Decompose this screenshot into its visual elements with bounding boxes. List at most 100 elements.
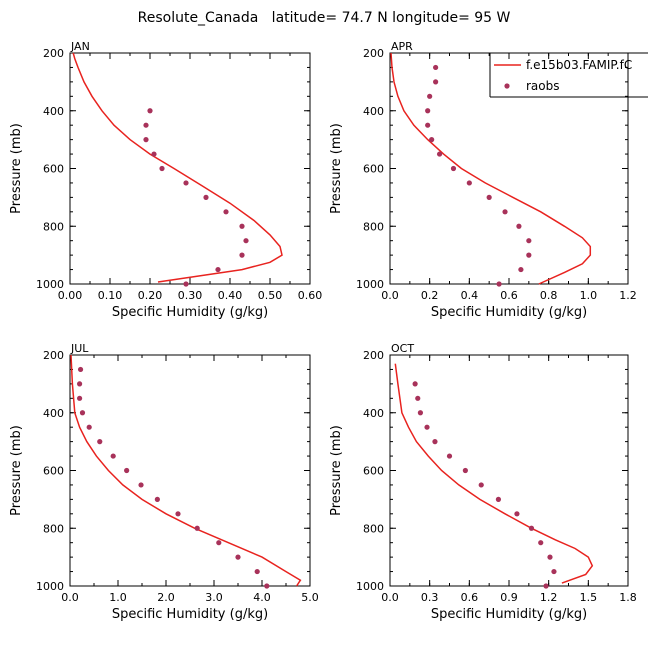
- x-tick-label: 0.8: [540, 289, 558, 302]
- raob-point: [77, 381, 83, 387]
- raob-point: [79, 410, 86, 416]
- plot-frame: [389, 354, 629, 587]
- y-tick-label: 600: [43, 465, 64, 478]
- raob-point: [138, 482, 144, 488]
- raob-point: [194, 525, 200, 531]
- x-tick-label: 0.40: [218, 289, 243, 302]
- x-tick-label: 0.2: [421, 289, 439, 302]
- y-tick-label: 1000: [36, 580, 64, 593]
- raob-point: [518, 266, 524, 273]
- raob-point: [466, 180, 472, 186]
- raob-point: [543, 583, 549, 589]
- panels: 0.00 0.10 0.20 0.30 0.40 0.50 0.60 200 400 600 800…: [9, 40, 637, 622]
- raob-point: [427, 93, 433, 99]
- raob-point: [425, 108, 431, 114]
- raob-point: [143, 137, 149, 143]
- raob-point: [526, 238, 532, 244]
- raob-point: [215, 266, 221, 273]
- model-line: [394, 363, 594, 584]
- raob-point: [478, 482, 484, 488]
- y-tick-label: 200: [363, 47, 384, 60]
- panel-jan: 0.00 0.10 0.20 0.30 0.40 0.50 0.60 200 400 600 800…: [9, 40, 322, 320]
- x-axis-title: Specific Humidity (g/kg): [112, 305, 268, 320]
- x-tick-label: 0.20: [138, 289, 163, 302]
- raob-point: [154, 496, 160, 502]
- x-tick-label: 0.50: [258, 289, 283, 302]
- raob-point: [450, 165, 457, 172]
- x-tick-label: 2.0: [157, 591, 175, 604]
- panel-label: JAN: [70, 40, 90, 53]
- raob-point: [446, 453, 453, 459]
- raob-point: [143, 122, 149, 128]
- y-tick-label: 600: [363, 163, 384, 176]
- legend-obs-label: raobs: [526, 79, 560, 93]
- raob-point: [97, 439, 103, 445]
- y-tick-label: 1000: [36, 278, 64, 291]
- y-axis-title: Pressure (mb): [9, 123, 24, 214]
- raob-point: [159, 165, 165, 172]
- x-tick-label: 0.0: [61, 591, 79, 604]
- raob-point: [415, 395, 421, 401]
- x-tick-label: 0.60: [298, 289, 323, 302]
- raob-point: [412, 381, 418, 387]
- raob-point: [203, 194, 209, 200]
- raob-point: [124, 467, 130, 474]
- x-tick-label: 0.4: [461, 289, 479, 302]
- plot-frame: [69, 354, 311, 587]
- raob-point: [528, 525, 535, 531]
- raob-point: [547, 554, 553, 560]
- raob-point: [239, 252, 245, 258]
- raob-point: [216, 540, 222, 546]
- panel-label: APR: [391, 40, 413, 53]
- x-axis-title: Specific Humidity (g/kg): [431, 607, 587, 622]
- y-tick-label: 400: [43, 407, 64, 420]
- model-line: [390, 52, 592, 285]
- panel-oct: 0.0 0.3 0.6 0.9 1.2 1.5 1.8 200 400 600 800 1000 OCT…: [329, 342, 637, 622]
- raob-point: [239, 223, 245, 229]
- y-tick-label: 600: [43, 163, 64, 176]
- raob-point: [514, 511, 520, 517]
- raob-point: [86, 424, 92, 430]
- raob-point: [183, 281, 189, 287]
- x-tick-label: 1.2: [619, 289, 637, 302]
- y-tick-label: 200: [43, 47, 64, 60]
- raob-point: [526, 252, 532, 258]
- raob-point: [425, 122, 431, 128]
- raob-point: [432, 439, 438, 445]
- x-tick-label: 0.3: [421, 591, 439, 604]
- raob-point: [502, 209, 508, 215]
- model-line: [70, 354, 302, 587]
- x-tick-label: 5.0: [301, 591, 319, 604]
- figure-title: Resolute_Canada latitude= 74.7 N longitu…: [138, 10, 511, 26]
- raob-point: [110, 453, 116, 459]
- raob-point: [436, 151, 443, 157]
- raob-point: [486, 194, 492, 200]
- raob-point: [433, 64, 439, 71]
- x-tick-label: 0.00: [58, 289, 83, 302]
- y-tick-label: 800: [363, 220, 384, 233]
- y-tick-label: 400: [363, 407, 384, 420]
- raob-point: [433, 79, 439, 85]
- panel-jul: 0.0 1.0 2.0 3.0 4.0 5.0 200 400 600 800 1000 JUL Spe…: [9, 342, 319, 622]
- raob-point: [538, 540, 544, 546]
- y-axis-title: Pressure (mb): [329, 123, 344, 214]
- x-tick-label: 1.5: [580, 591, 598, 604]
- raob-point: [495, 496, 502, 502]
- x-tick-label: 1.2: [540, 591, 558, 604]
- panel-apr: 0.0 0.2 0.4 0.6 0.8 1.0 1.2 200 400 600 800 1000 APR…: [329, 40, 637, 320]
- raob-point: [551, 568, 557, 575]
- raob-point: [496, 281, 502, 287]
- y-tick-label: 200: [363, 349, 384, 362]
- x-tick-label: 3.0: [205, 591, 223, 604]
- legend-model-label: f.e15b03.FAMIP.fC: [526, 58, 632, 72]
- raob-point: [77, 395, 83, 401]
- x-tick-label: 4.0: [253, 591, 271, 604]
- x-tick-label: 0.6: [461, 591, 479, 604]
- y-tick-label: 1000: [356, 278, 384, 291]
- x-tick-label: 1.0: [109, 591, 127, 604]
- x-tick-label: 0.9: [500, 591, 518, 604]
- raob-point: [183, 180, 189, 186]
- raob-point: [151, 151, 157, 157]
- raob-point: [429, 137, 435, 143]
